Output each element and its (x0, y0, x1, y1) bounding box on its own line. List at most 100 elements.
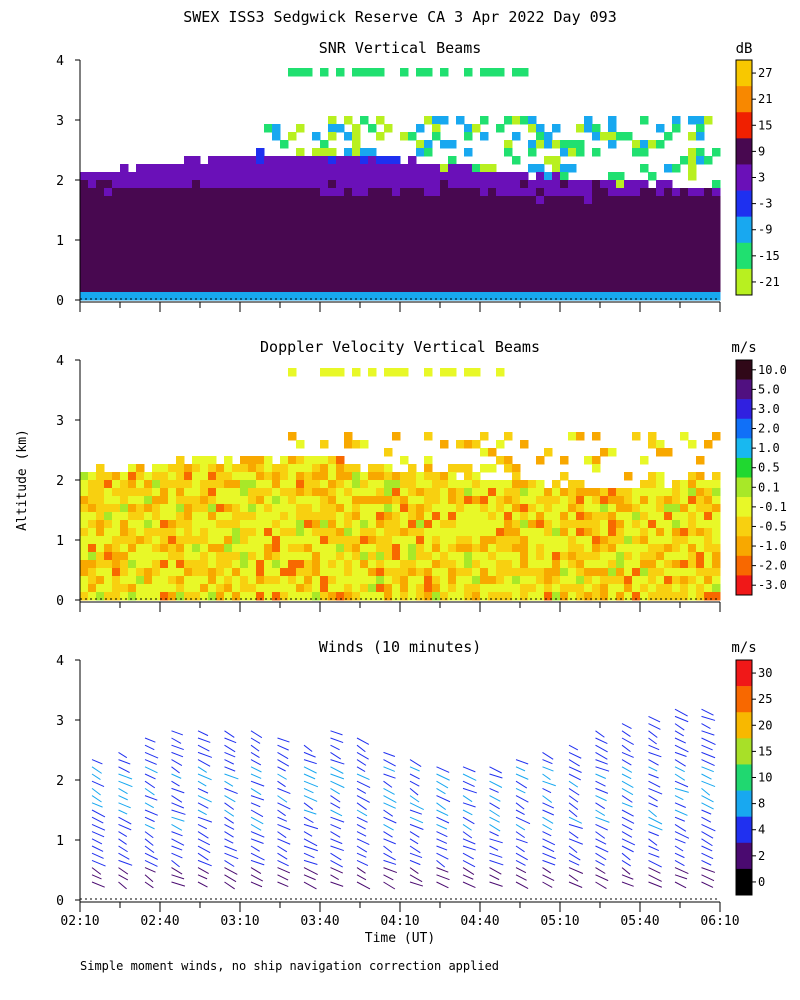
snr-cell (712, 284, 721, 293)
wind-barb (462, 787, 477, 794)
snr-cell (240, 172, 249, 181)
vel-cell (96, 560, 105, 569)
vel-cell (184, 512, 193, 521)
snr-cell (552, 172, 561, 181)
snr-cell (712, 220, 721, 229)
snr-cell (696, 236, 705, 245)
snr-cell (568, 276, 577, 285)
wind-barb (568, 802, 579, 811)
snr-cell (640, 252, 649, 261)
vel-cell (376, 568, 385, 577)
vel-cell (136, 512, 145, 521)
vel-cell (440, 496, 449, 505)
snr-cell (128, 244, 137, 253)
snr-cell (600, 268, 609, 277)
vel-cell (632, 560, 641, 569)
wind-y-tick-label: 1 (56, 834, 64, 849)
snr-cell (104, 236, 113, 245)
wind-barb (118, 766, 130, 773)
snr-cell (400, 236, 409, 245)
snr-cell (472, 228, 481, 237)
vel-cell (600, 496, 609, 505)
snr-cell (152, 244, 161, 253)
vel-cell (264, 552, 273, 561)
snr-cell (384, 292, 393, 301)
vel-cell (128, 504, 137, 513)
snr-cell (296, 68, 305, 77)
vel-cell (632, 552, 641, 561)
snr-cell (304, 260, 313, 269)
snr-cell (272, 188, 281, 197)
snr-cell (272, 268, 281, 277)
vel-colorbar-label: 2.0 (758, 422, 780, 436)
snr-cell (656, 212, 665, 221)
vel-cell (664, 560, 673, 569)
vel-cell (208, 496, 217, 505)
vel-colorbar-swatch (736, 497, 752, 517)
vel-cell (424, 560, 433, 569)
vel-cell (704, 584, 713, 593)
wind-barb (701, 867, 716, 873)
wind-barb (144, 859, 158, 867)
vel-cell (136, 552, 145, 561)
snr-cell (448, 236, 457, 245)
snr-cell (248, 180, 257, 189)
snr-cell (200, 220, 209, 229)
snr-cell (328, 164, 337, 173)
vel-cell (200, 536, 209, 545)
vel-cell (656, 528, 665, 537)
snr-cell (376, 156, 385, 165)
vel-cell (136, 544, 145, 553)
vel-cell (656, 544, 665, 553)
wind-barb (462, 867, 475, 875)
snr-cell (496, 180, 505, 189)
snr-cell (536, 236, 545, 245)
vel-cell (184, 552, 193, 561)
vel-cell (640, 584, 649, 593)
snr-cell (528, 220, 537, 229)
vel-cell (208, 456, 217, 465)
snr-cell (472, 180, 481, 189)
wind-barb (356, 874, 367, 881)
snr-cell (560, 196, 569, 205)
snr-cell (664, 276, 673, 285)
vel-cell (144, 568, 153, 577)
snr-cell (304, 220, 313, 229)
vel-cell (704, 480, 713, 489)
vel-cell (448, 368, 457, 377)
snr-cell (248, 252, 257, 261)
vel-cell (104, 592, 113, 601)
snr-cell (408, 236, 417, 245)
wind-barb (674, 730, 684, 737)
vel-cell (544, 504, 553, 513)
snr-cell (160, 244, 169, 253)
wind-barb (701, 723, 711, 729)
vel-cell (336, 520, 345, 529)
vel-cell (376, 528, 385, 537)
snr-cell (448, 260, 457, 269)
snr-cell (696, 132, 705, 141)
snr-cell (376, 188, 385, 197)
wind-barb (356, 773, 370, 781)
vel-cell (672, 504, 681, 513)
snr-cell (536, 180, 545, 189)
vel-cell (432, 504, 441, 513)
snr-cell (296, 172, 305, 181)
vel-cell (672, 520, 681, 529)
wind-barb (595, 831, 606, 839)
vel-cell (376, 536, 385, 545)
vel-colorbar-swatch (736, 379, 752, 400)
wind-barb (356, 816, 368, 823)
snr-cell (240, 284, 249, 293)
winds-panel-title: Winds (10 minutes) (319, 638, 482, 656)
snr-cell (280, 228, 289, 237)
snr-cell (216, 260, 225, 269)
vel-cell (368, 552, 377, 561)
wind-barb (197, 759, 211, 767)
snr-cell (312, 148, 321, 157)
wind-barb (489, 845, 499, 851)
snr-cell (312, 172, 321, 181)
vel-cell (520, 560, 529, 569)
wind-barb (171, 802, 185, 809)
vel-cell (176, 536, 185, 545)
